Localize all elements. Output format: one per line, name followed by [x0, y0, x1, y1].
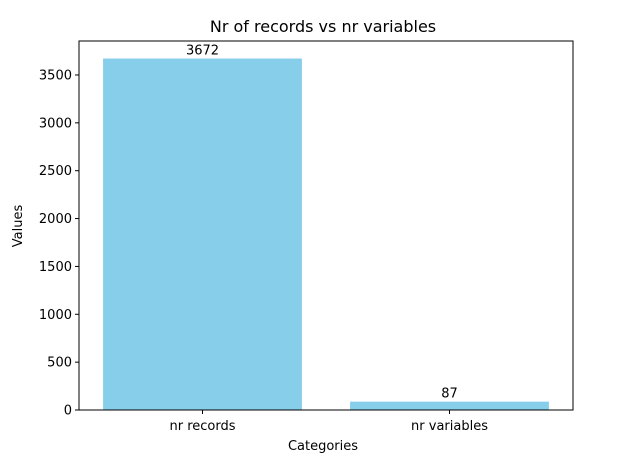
- y-tick-label-4: 2000: [39, 212, 72, 227]
- bars-group: 3672 87: [103, 44, 549, 411]
- bar-0: [103, 58, 302, 411]
- bar-1: [350, 401, 549, 410]
- x-tick-label-1: nr variables: [411, 419, 488, 434]
- y-tick-label-2: 1000: [39, 308, 72, 323]
- x-axis-label: Categories: [288, 439, 358, 454]
- y-tick-label-3: 1500: [39, 260, 72, 275]
- y-tick-label-1: 500: [47, 356, 72, 371]
- plot-frame: [78, 40, 574, 411]
- data-label-0: 3672: [186, 44, 219, 59]
- y-tick-label-6: 3000: [39, 116, 72, 131]
- x-tick-label-0: nr records: [169, 419, 235, 434]
- chart-title: Nr of records vs nr variables: [210, 17, 436, 36]
- x-ticks-group: nr records nr variables: [169, 410, 488, 434]
- y-tick-label-5: 2500: [39, 164, 72, 179]
- y-ticks-group: 0 500 1000 1500 2000 2500 3000 3500: [39, 68, 79, 419]
- y-axis-label: Values: [11, 205, 26, 248]
- y-tick-label-7: 3500: [39, 68, 72, 83]
- data-label-1: 87: [441, 387, 458, 402]
- y-tick-label-0: 0: [64, 404, 72, 419]
